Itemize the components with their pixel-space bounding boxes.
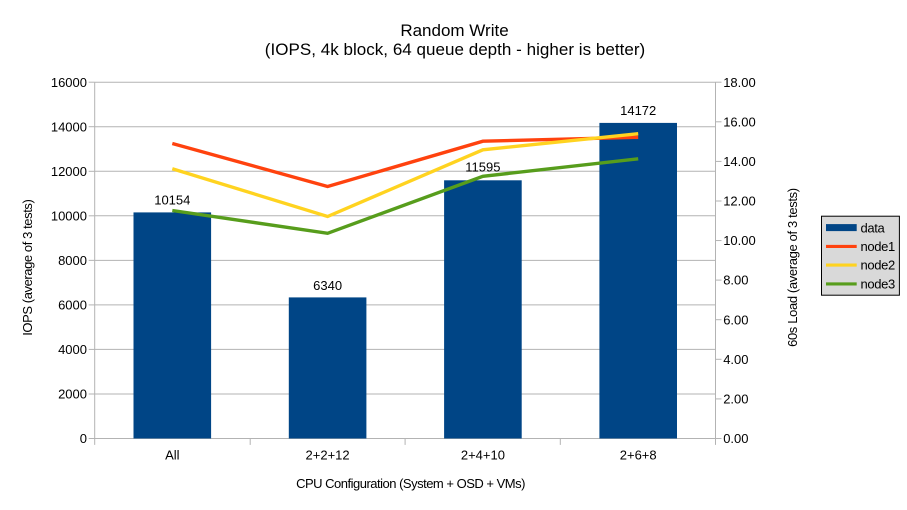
- svg-text:2000: 2000: [58, 387, 87, 402]
- svg-text:6340: 6340: [313, 278, 342, 293]
- svg-text:node1: node1: [861, 239, 896, 254]
- svg-text:12000: 12000: [51, 164, 87, 179]
- svg-text:(IOPS, 4k block, 64 queue dept: (IOPS, 4k block, 64 queue depth - higher…: [265, 40, 645, 59]
- svg-text:16000: 16000: [51, 75, 87, 90]
- svg-text:2.00: 2.00: [723, 392, 748, 407]
- svg-text:IOPS (average of 3 tests): IOPS (average of 3 tests): [20, 200, 35, 336]
- svg-text:14000: 14000: [51, 119, 87, 134]
- svg-text:CPU Configuration (System + OS: CPU Configuration (System + OSD + VMs): [296, 476, 525, 491]
- svg-text:4000: 4000: [58, 342, 87, 357]
- svg-text:data: data: [861, 220, 886, 235]
- svg-text:node2: node2: [861, 258, 896, 273]
- svg-text:10.00: 10.00: [723, 233, 756, 248]
- svg-text:0.00: 0.00: [723, 431, 748, 446]
- svg-text:6.00: 6.00: [723, 312, 748, 327]
- svg-text:10000: 10000: [51, 208, 87, 223]
- svg-text:All: All: [165, 448, 180, 463]
- svg-text:0: 0: [80, 431, 87, 446]
- svg-text:11595: 11595: [465, 160, 500, 175]
- svg-text:2+6+8: 2+6+8: [620, 448, 657, 463]
- svg-text:10154: 10154: [154, 192, 190, 207]
- svg-text:2+2+12: 2+2+12: [306, 448, 350, 463]
- svg-text:2+4+10: 2+4+10: [461, 448, 505, 463]
- svg-text:16.00: 16.00: [723, 114, 756, 129]
- svg-text:8.00: 8.00: [723, 273, 748, 288]
- svg-text:12.00: 12.00: [723, 194, 756, 209]
- svg-text:18.00: 18.00: [723, 75, 756, 90]
- svg-text:6000: 6000: [58, 298, 87, 313]
- svg-text:Random Write: Random Write: [400, 21, 508, 40]
- svg-text:14.00: 14.00: [723, 154, 756, 169]
- svg-text:60s Load (average of 3 tests): 60s Load (average of 3 tests): [785, 188, 800, 347]
- svg-text:4.00: 4.00: [723, 352, 748, 367]
- svg-text:node3: node3: [861, 276, 896, 291]
- svg-text:8000: 8000: [58, 253, 87, 268]
- svg-text:14172: 14172: [620, 103, 656, 118]
